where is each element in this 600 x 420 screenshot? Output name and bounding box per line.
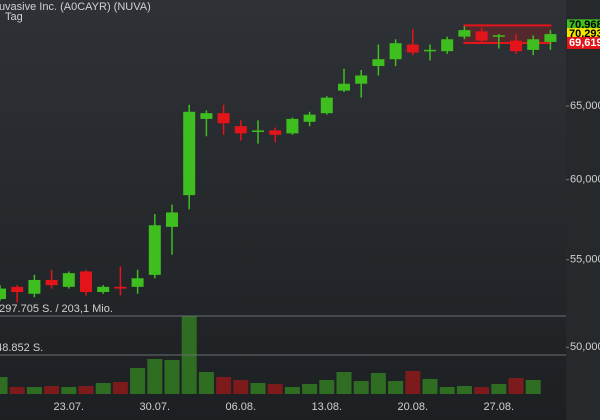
volume-bar: [95, 383, 111, 394]
candle-body: [183, 111, 196, 196]
candle-body: [441, 39, 454, 52]
x-tick-label: 23.07.: [54, 401, 85, 413]
volume-bar: [422, 378, 438, 394]
candle-body: [97, 286, 110, 293]
volume-level-label: 1.297.705 S. / 203,1 Mio.: [0, 303, 113, 315]
x-tick-label: 13.08.: [312, 401, 343, 413]
candle-body: [492, 35, 505, 37]
candle-body: [28, 279, 41, 294]
volume-bar: [198, 372, 214, 394]
candle-body: [389, 43, 402, 60]
candle-body: [45, 279, 58, 286]
candle-body: [80, 271, 92, 293]
candle-body: [148, 225, 161, 275]
y-tick-label: 50,000: [570, 341, 600, 353]
candle-body: [252, 130, 264, 132]
price-marker-label: 69,619: [569, 37, 600, 49]
x-tick-label: 20.08.: [398, 401, 429, 413]
volume-bar: [164, 359, 180, 394]
volume-bar: [26, 387, 42, 394]
volume-bar: [130, 367, 146, 394]
price-marker: [567, 36, 600, 49]
volume-bar: [439, 387, 455, 394]
candle-body: [320, 97, 333, 114]
candle-body: [0, 288, 6, 299]
candle-body: [510, 40, 522, 52]
candle-body: [338, 83, 350, 91]
candle-body: [527, 39, 540, 50]
volume-bar: [112, 381, 128, 394]
candle-body: [544, 34, 557, 42]
candle-body: [217, 113, 230, 124]
volume-bar: [284, 387, 300, 394]
volume-bar: [388, 381, 404, 394]
candle-body: [286, 118, 299, 134]
candle-body: [406, 44, 419, 53]
candle-body: [114, 286, 127, 289]
candle-body: [458, 30, 471, 37]
volume-bar: [267, 384, 283, 394]
volume-bar: [302, 384, 318, 394]
volume-bar: [456, 386, 472, 394]
volume-bar: [61, 387, 77, 394]
candle-body: [11, 286, 24, 293]
y-tick-label: 55,000: [570, 254, 600, 266]
candle-body: [269, 130, 282, 135]
candle-body: [475, 31, 488, 41]
volume-bar: [216, 376, 232, 394]
chart-title: Nuvasive Inc. (A0CAYR) (NUVA): [0, 1, 151, 13]
volume-bar: [405, 370, 421, 394]
volume-bar: [508, 378, 524, 394]
candle-body: [131, 278, 144, 287]
candle-body: [303, 114, 316, 122]
candle-body: [62, 273, 75, 287]
volume-bar: [44, 386, 60, 394]
volume-bar: [525, 379, 541, 394]
volume-bar: [370, 373, 386, 394]
y-tick-label: 60,000: [570, 174, 600, 186]
volume-level-label: 648.852 S.: [0, 342, 43, 354]
volume-bar: [319, 379, 335, 394]
candle-body: [234, 126, 247, 134]
volume-bar: [147, 359, 163, 394]
volume-bar: [250, 383, 266, 394]
price-axis-area: [566, 0, 600, 420]
volume-bar: [474, 387, 490, 394]
volume-bar: [9, 387, 25, 394]
x-tick-label: 06.08.: [226, 401, 257, 413]
candle-body: [166, 212, 178, 227]
candle-body: [372, 59, 385, 66]
x-tick-label: 27.08.: [484, 401, 515, 413]
y-tick-label: 65,000: [570, 100, 600, 112]
volume-bar: [78, 386, 94, 394]
volume-bar: [0, 376, 8, 394]
candle-body: [355, 75, 368, 84]
chart-subtitle: Tag: [5, 11, 23, 23]
volume-bar: [336, 372, 352, 394]
candle-body: [200, 113, 213, 119]
volume-bar: [233, 379, 249, 394]
volume-bar: [491, 384, 507, 394]
volume-bar: [353, 381, 369, 394]
candle-body: [424, 49, 436, 52]
x-tick-label: 30.07.: [140, 401, 171, 413]
